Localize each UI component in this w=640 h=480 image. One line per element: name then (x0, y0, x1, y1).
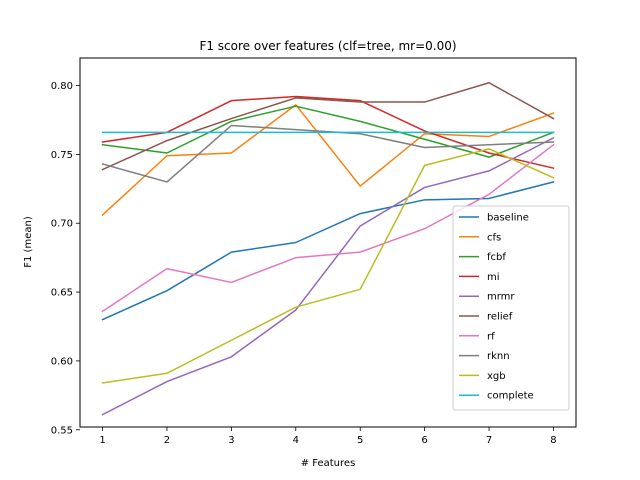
x-axis-ticks: 1 2 3 4 5 6 7 8 (99, 427, 557, 446)
y-axis-ticks: 0.55 0.60 0.65 0.70 0.75 0.80 (51, 81, 80, 436)
series-line-mrmr (101, 136, 555, 416)
series-line-xgb (101, 148, 555, 384)
x-tick-label: 8 (550, 435, 556, 446)
x-tick-label: 3 (228, 435, 234, 446)
series-line-mi (101, 95, 555, 170)
series-line-baseline (101, 181, 555, 321)
legend: baseline cfs fcbf mi mrmr relief rf rknn xgb comp… (452, 205, 570, 411)
legend-label-cfs: cfs (487, 232, 501, 243)
x-tick-label: 4 (293, 435, 299, 446)
y-axis-label: F1 (mean) (23, 216, 34, 268)
series-line-relief (101, 82, 555, 171)
y-tick-label: 0.80 (51, 81, 73, 92)
legend-box (452, 205, 570, 411)
legend-label-fcbf: fcbf (487, 252, 506, 263)
legend-label-relief: relief (487, 312, 513, 323)
legend-label-complete: complete (487, 391, 534, 402)
chart-title: F1 score over features (clf=tree, mr=0.0… (199, 39, 456, 53)
y-tick-label: 0.70 (51, 219, 73, 230)
legend-label-xgb: xgb (487, 371, 506, 382)
y-tick-label: 0.75 (51, 150, 73, 161)
y-tick-label: 0.65 (51, 288, 73, 299)
plot-frame (79, 57, 577, 428)
legend-label-baseline: baseline (487, 213, 529, 224)
x-tick-label: 5 (357, 435, 363, 446)
series-layer (101, 82, 555, 416)
x-tick-label: 7 (486, 435, 492, 446)
y-tick-label: 0.60 (51, 356, 73, 367)
legend-label-rknn: rknn (487, 351, 510, 362)
legend-label-rf: rf (487, 331, 495, 342)
series-line-fcbf (101, 105, 555, 158)
legend-label-mrmr: mrmr (487, 292, 515, 303)
x-tick-label: 6 (421, 435, 427, 446)
x-tick-label: 2 (164, 435, 170, 446)
series-line-rf (101, 143, 555, 313)
x-axis-label: # Features (301, 458, 356, 469)
legend-label-mi: mi (487, 272, 500, 283)
x-tick-label: 1 (99, 435, 105, 446)
y-tick-label: 0.55 (51, 425, 73, 436)
series-line-cfs (101, 104, 555, 217)
